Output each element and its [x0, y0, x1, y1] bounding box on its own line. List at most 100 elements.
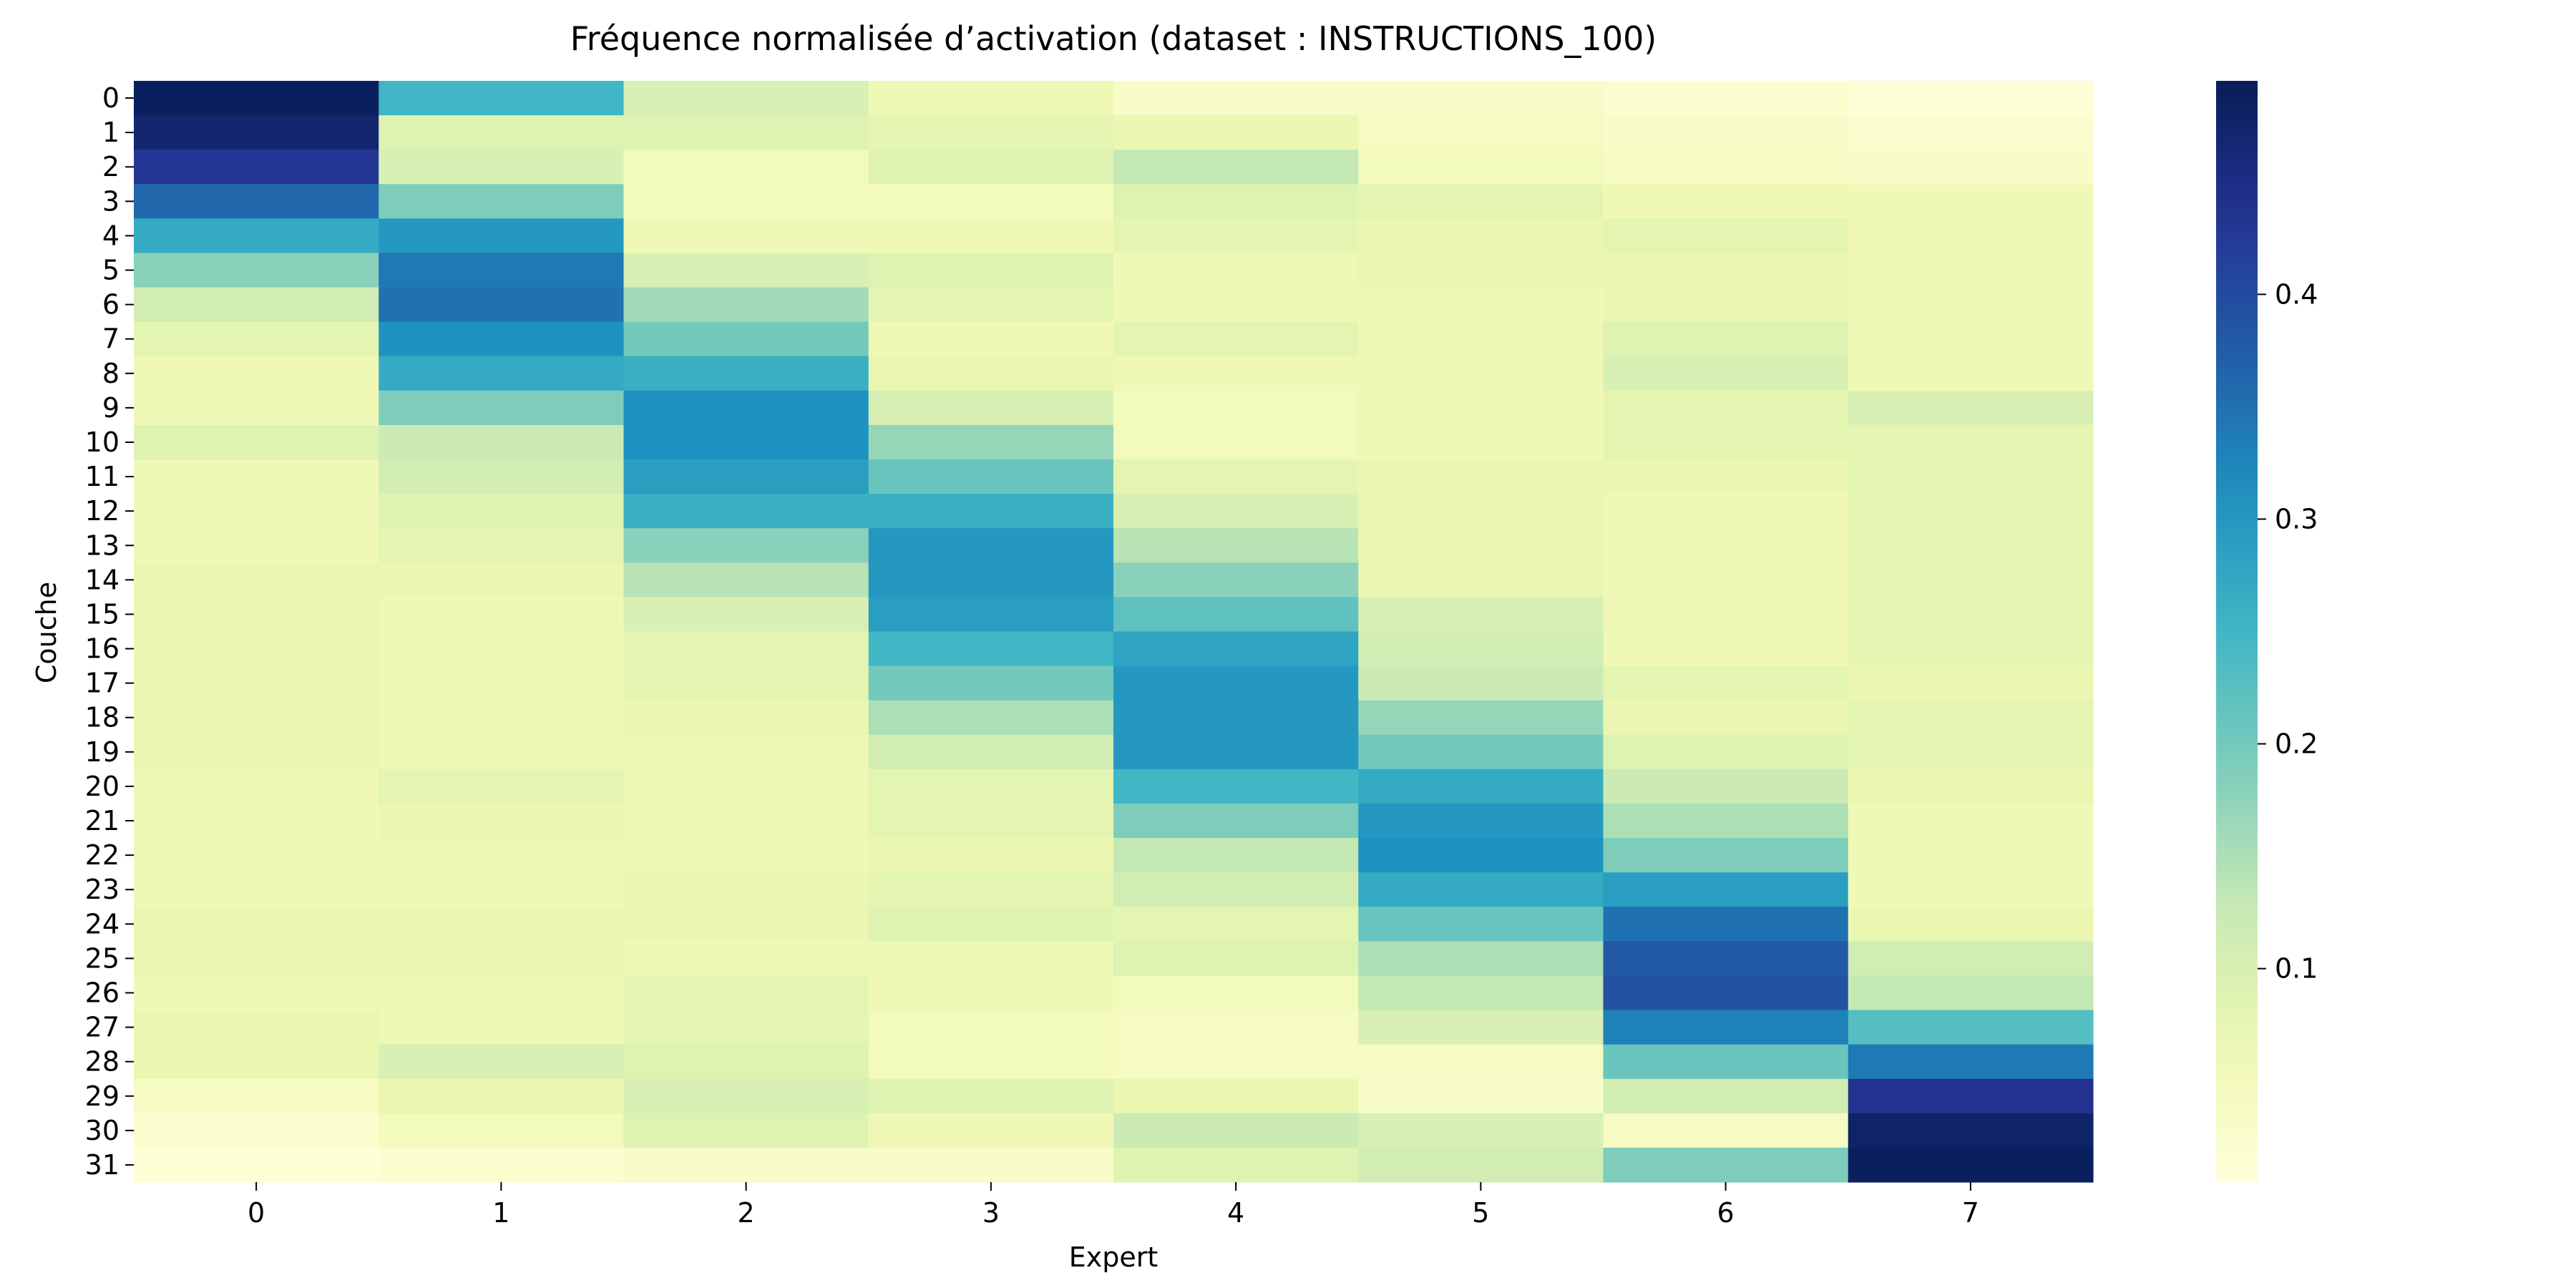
heatmap-cell — [134, 459, 379, 494]
heatmap-cell — [623, 975, 869, 1011]
heatmap-cell — [868, 1044, 1114, 1080]
heatmap-cell — [134, 975, 379, 1011]
heatmap-cell — [1358, 494, 1604, 529]
heatmap-cell — [1358, 1113, 1604, 1148]
y-tick-label: 4 — [102, 220, 119, 251]
heatmap-cell — [623, 218, 869, 254]
heatmap-cell — [1848, 872, 2094, 907]
heatmap-cell — [1113, 424, 1359, 460]
heatmap-cell — [134, 838, 379, 873]
heatmap-cell — [1113, 631, 1359, 667]
heatmap-cell — [1358, 321, 1604, 357]
heatmap-cell — [1113, 115, 1359, 150]
heatmap-cell — [1358, 424, 1604, 460]
y-tick-label: 19 — [85, 736, 119, 768]
heatmap-cell — [134, 1147, 379, 1183]
heatmap-cell — [623, 941, 869, 977]
y-tick-label: 0 — [102, 82, 119, 114]
heatmap-cell — [868, 150, 1114, 185]
heatmap-cell — [379, 1113, 625, 1148]
heatmap-cell — [379, 528, 625, 563]
heatmap-cell — [868, 494, 1114, 529]
heatmap-cell — [134, 1044, 379, 1080]
heatmap-cell — [379, 1044, 625, 1080]
heatmap-cell — [379, 700, 625, 736]
y-tick-label: 8 — [102, 358, 119, 389]
heatmap-cell — [379, 907, 625, 942]
heatmap-cell — [868, 941, 1114, 977]
heatmap-cell — [1358, 459, 1604, 494]
heatmap-cell — [623, 287, 869, 323]
heatmap-cell — [134, 321, 379, 357]
heatmap-cell — [1603, 700, 1849, 736]
heatmap-cell — [1603, 115, 1849, 150]
heatmap-cell — [1113, 1010, 1359, 1045]
heatmap-cell — [623, 424, 869, 460]
heatmap-cell — [1358, 872, 1604, 907]
heatmap-cell — [1603, 769, 1849, 804]
colorbar-tick-label: 0.1 — [2275, 953, 2318, 985]
heatmap-cell — [1358, 1147, 1604, 1183]
heatmap-cell — [1358, 528, 1604, 563]
heatmap-cell — [623, 390, 869, 426]
heatmap-cell — [623, 597, 869, 633]
y-tick-label: 10 — [85, 426, 119, 458]
heatmap-cell — [1848, 1147, 2094, 1183]
heatmap-cell — [1113, 838, 1359, 873]
heatmap-cell — [134, 150, 379, 185]
colorbar-tick-label: 0.4 — [2275, 278, 2318, 310]
heatmap-cell — [868, 81, 1114, 116]
heatmap-cell — [379, 1078, 625, 1114]
heatmap-cell — [1848, 253, 2094, 288]
heatmap-cell — [623, 700, 869, 736]
heatmap-cell — [623, 150, 869, 185]
heatmap-cell — [1603, 459, 1849, 494]
heatmap-cell — [1603, 1147, 1849, 1183]
heatmap-cell — [623, 459, 869, 494]
heatmap-cell — [379, 424, 625, 460]
heatmap-cell — [134, 803, 379, 839]
heatmap-cell — [1603, 184, 1849, 219]
heatmap-cell — [1358, 769, 1604, 804]
heatmap-cell — [134, 528, 379, 563]
heatmap-cell — [1848, 150, 2094, 185]
y-tick-label: 11 — [85, 461, 119, 492]
heatmap-cell — [379, 494, 625, 529]
heatmap-cell — [1603, 356, 1849, 391]
heatmap-cell — [134, 734, 379, 770]
heatmap-cell — [134, 1010, 379, 1045]
heatmap-cell — [1113, 494, 1359, 529]
heatmap-cell — [623, 356, 869, 391]
heatmap-cell — [1113, 597, 1359, 633]
heatmap-cell — [868, 803, 1114, 839]
heatmap-cell — [1603, 872, 1849, 907]
heatmap-cell — [1603, 838, 1849, 873]
heatmap-cell — [623, 734, 869, 770]
heatmap-cell — [1848, 356, 2094, 391]
heatmap-cell — [1358, 562, 1604, 597]
heatmap-cell — [1603, 218, 1849, 254]
y-tick-label: 5 — [102, 255, 119, 286]
heatmap-cell — [623, 184, 869, 219]
heatmap-cell — [868, 184, 1114, 219]
y-tick-label: 24 — [85, 908, 119, 940]
heatmap-cell — [868, 459, 1114, 494]
heatmap-cell — [379, 253, 625, 288]
heatmap-cell — [379, 631, 625, 667]
heatmap-cell — [1848, 734, 2094, 770]
y-tick-label: 17 — [85, 668, 119, 699]
heatmap-cell — [1113, 459, 1359, 494]
heatmap-cell — [1603, 81, 1849, 116]
heatmap-cell — [1358, 838, 1604, 873]
heatmap-cell — [868, 907, 1114, 942]
heatmap-cell — [623, 562, 869, 597]
heatmap-cell — [1603, 1010, 1849, 1045]
heatmap-cell — [868, 1147, 1114, 1183]
heatmap-cell — [1113, 356, 1359, 391]
heatmap-cell — [868, 321, 1114, 357]
y-tick-label: 29 — [85, 1080, 119, 1112]
y-tick-label: 21 — [85, 805, 119, 836]
y-tick-label: 3 — [102, 185, 119, 217]
heatmap-cell — [134, 872, 379, 907]
x-tick-label: 3 — [982, 1197, 1000, 1229]
